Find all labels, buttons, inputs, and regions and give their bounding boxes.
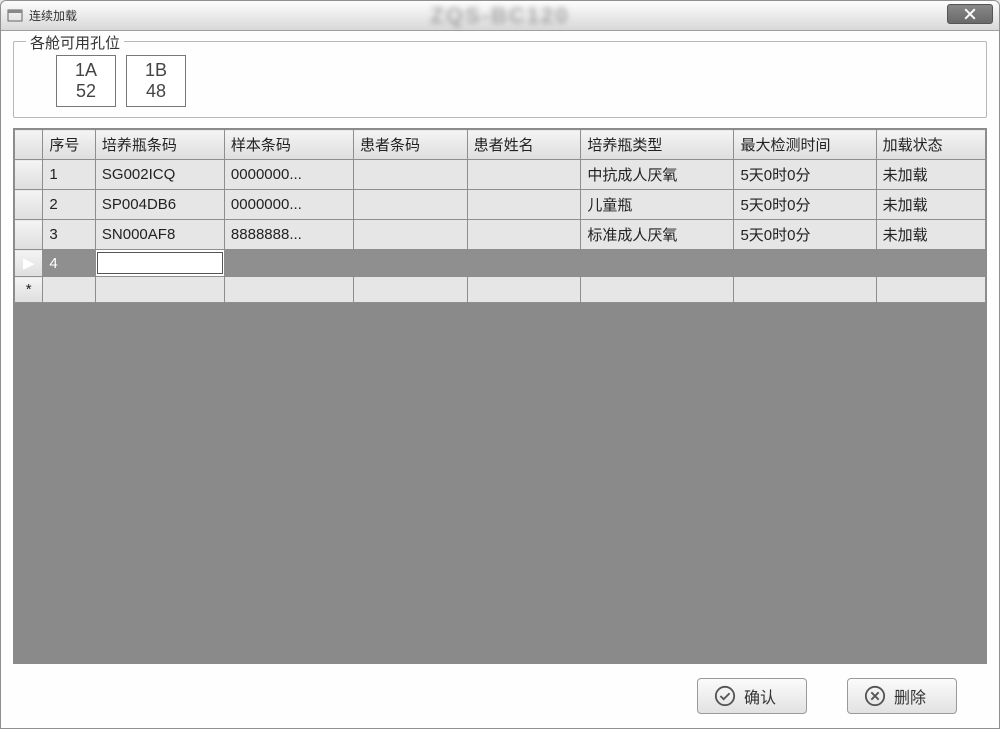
col-bottle-type[interactable]: 培养瓶类型 — [581, 130, 734, 160]
slot-code: 1B — [145, 60, 167, 81]
client-area: 各舱可用孔位 1A 52 1B 48 — [1, 31, 999, 728]
titlebar: 连续加载 ZQS-BC120 — [1, 1, 999, 31]
cell-patient-name[interactable] — [467, 250, 581, 277]
delete-label: 删除 — [894, 684, 926, 708]
bottle-barcode-input[interactable] — [97, 252, 223, 274]
row-marker — [15, 160, 43, 190]
slot-1a[interactable]: 1A 52 — [56, 55, 116, 107]
col-seq[interactable]: 序号 — [43, 130, 95, 160]
delete-button[interactable]: 删除 — [847, 678, 957, 714]
cell-seq[interactable]: 1 — [43, 160, 95, 190]
cell-max-detect-time[interactable]: 5天0时0分 — [734, 190, 876, 220]
cell-seq[interactable]: 4 — [43, 250, 95, 277]
cell[interactable] — [876, 277, 985, 303]
confirm-label: 确认 — [744, 684, 776, 708]
row-marker-new: * — [15, 277, 43, 303]
slot-1b[interactable]: 1B 48 — [126, 55, 186, 107]
cell-sample-barcode[interactable]: 0000000... — [224, 190, 353, 220]
window-title: 连续加载 — [29, 7, 77, 24]
cell-bottle-barcode[interactable]: SG002ICQ — [95, 160, 224, 190]
x-circle-icon — [864, 685, 886, 707]
cell-max-detect-time[interactable] — [734, 250, 876, 277]
close-icon — [964, 8, 976, 20]
cell-sample-barcode[interactable]: 8888888... — [224, 220, 353, 250]
window-icon — [7, 8, 23, 24]
slot-count: 52 — [76, 81, 96, 102]
cell-bottle-barcode[interactable]: SN000AF8 — [95, 220, 224, 250]
slot-row: 1A 52 1B 48 — [56, 55, 974, 107]
cell-seq[interactable]: 2 — [43, 190, 95, 220]
col-sample-barcode[interactable]: 样本条码 — [224, 130, 353, 160]
cell-patient-barcode[interactable] — [353, 160, 467, 190]
new-row[interactable]: * — [15, 277, 986, 303]
cell[interactable] — [95, 277, 224, 303]
cell-load-status[interactable] — [876, 250, 985, 277]
table-row[interactable]: 3SN000AF88888888... 标准成人厌氧5天0时0分未加载 — [15, 220, 986, 250]
slots-fieldset: 各舱可用孔位 1A 52 1B 48 — [13, 41, 987, 118]
data-grid[interactable]: 序号 培养瓶条码 样本条码 患者条码 患者姓名 培养瓶类型 最大检测时间 加载状… — [13, 128, 987, 664]
cell-max-detect-time[interactable]: 5天0时0分 — [734, 220, 876, 250]
cell-bottle-type[interactable]: 标准成人厌氧 — [581, 220, 734, 250]
cell-max-detect-time[interactable]: 5天0时0分 — [734, 160, 876, 190]
grid-empty-area — [14, 303, 986, 663]
cell[interactable] — [734, 277, 876, 303]
cell-load-status[interactable]: 未加载 — [876, 220, 985, 250]
close-button[interactable] — [947, 4, 993, 24]
cell[interactable] — [43, 277, 95, 303]
background-app-title: ZQS-BC120 — [430, 3, 569, 29]
row-marker — [15, 220, 43, 250]
table-row[interactable]: 1SG002ICQ0000000... 中抗成人厌氧5天0时0分未加载 — [15, 160, 986, 190]
cell-patient-barcode[interactable] — [353, 190, 467, 220]
cell[interactable] — [467, 277, 581, 303]
dialog-window: 连续加载 ZQS-BC120 各舱可用孔位 1A 52 1B 48 — [0, 0, 1000, 729]
slot-count: 48 — [146, 81, 166, 102]
confirm-button[interactable]: 确认 — [697, 678, 807, 714]
cell-patient-name[interactable] — [467, 220, 581, 250]
row-marker-current: ▶ — [15, 250, 43, 277]
editing-row[interactable]: ▶ 4 — [15, 250, 986, 277]
col-bottle-barcode[interactable]: 培养瓶条码 — [95, 130, 224, 160]
cell-bottle-barcode[interactable]: SP004DB6 — [95, 190, 224, 220]
slot-code: 1A — [75, 60, 97, 81]
cell-patient-name[interactable] — [467, 190, 581, 220]
cell-bottle-barcode-editing[interactable] — [95, 250, 224, 277]
cell-patient-name[interactable] — [467, 160, 581, 190]
cell-sample-barcode[interactable]: 0000000... — [224, 160, 353, 190]
col-patient-name[interactable]: 患者姓名 — [467, 130, 581, 160]
cell-patient-barcode[interactable] — [353, 250, 467, 277]
table-row[interactable]: 2SP004DB60000000... 儿童瓶5天0时0分未加载 — [15, 190, 986, 220]
cell[interactable] — [581, 277, 734, 303]
check-circle-icon — [714, 685, 736, 707]
cell-load-status[interactable]: 未加载 — [876, 160, 985, 190]
header-row: 序号 培养瓶条码 样本条码 患者条码 患者姓名 培养瓶类型 最大检测时间 加载状… — [15, 130, 986, 160]
cell-seq[interactable]: 3 — [43, 220, 95, 250]
row-marker — [15, 190, 43, 220]
col-max-detect-time[interactable]: 最大检测时间 — [734, 130, 876, 160]
cell-sample-barcode[interactable] — [224, 250, 353, 277]
rowheader-corner — [15, 130, 43, 160]
cell[interactable] — [353, 277, 467, 303]
col-load-status[interactable]: 加载状态 — [876, 130, 985, 160]
cell-bottle-type[interactable] — [581, 250, 734, 277]
cell[interactable] — [224, 277, 353, 303]
cell-load-status[interactable]: 未加载 — [876, 190, 985, 220]
cell-patient-barcode[interactable] — [353, 220, 467, 250]
cell-bottle-type[interactable]: 儿童瓶 — [581, 190, 734, 220]
slots-legend: 各舱可用孔位 — [26, 32, 124, 53]
col-patient-barcode[interactable]: 患者条码 — [353, 130, 467, 160]
footer-buttons: 确认 删除 — [13, 664, 987, 714]
cell-bottle-type[interactable]: 中抗成人厌氧 — [581, 160, 734, 190]
